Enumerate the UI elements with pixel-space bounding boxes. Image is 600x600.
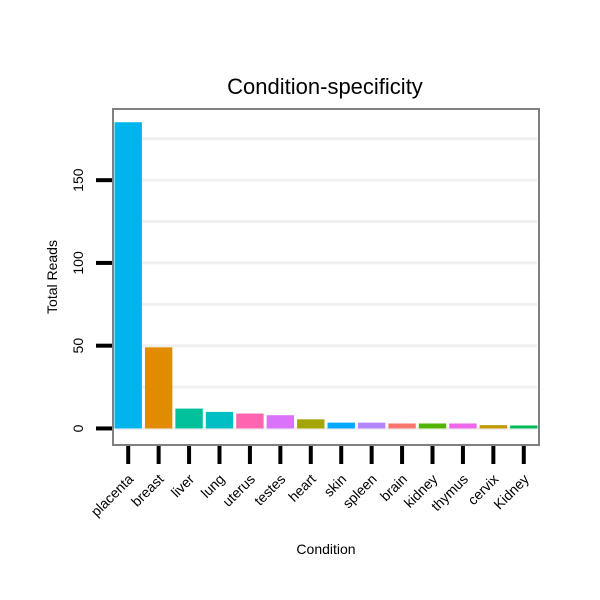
x-tick-label: breast	[128, 471, 167, 510]
bar-lung-3	[205, 411, 234, 429]
y-tick-label: 50	[70, 338, 86, 354]
grid-lines	[115, 137, 537, 430]
bar-spleen-8	[357, 422, 386, 429]
bar-liver-2	[175, 408, 203, 429]
bar-thymus-11	[449, 423, 477, 429]
bar-placenta-0	[114, 122, 142, 429]
bar-kidney-10	[418, 423, 447, 429]
x-tick-label: spleen	[339, 471, 379, 511]
bar-heart-6	[297, 419, 325, 429]
x-tick-label: uterus	[219, 471, 258, 510]
bar-kidney-13	[510, 425, 538, 429]
bar-breast-1	[144, 347, 173, 429]
x-tick-label: liver	[168, 471, 198, 501]
y-tick-label: 0	[70, 424, 86, 432]
bar-uterus-4	[236, 413, 264, 429]
x-tick-label: heart	[285, 471, 319, 505]
y-axis-label: Total Reads	[44, 240, 60, 314]
x-tick-label: Kidney	[490, 471, 532, 513]
bar-cervix-12	[479, 425, 508, 429]
x-tick-label: placenta	[88, 471, 137, 520]
x-tick-label: testes	[251, 471, 289, 509]
bar-testes-5	[266, 415, 295, 429]
x-axis-label: Condition	[296, 541, 355, 557]
plot-frame	[112, 108, 540, 446]
y-axis: 0 50 100 150	[70, 168, 112, 432]
bars	[114, 122, 538, 429]
bar-brain-9	[388, 423, 416, 429]
y-tick-label: 150	[70, 168, 86, 192]
bar-skin-7	[327, 422, 355, 429]
chart-title: Condition-specificity	[227, 74, 423, 99]
y-tick-label: 100	[70, 251, 86, 275]
